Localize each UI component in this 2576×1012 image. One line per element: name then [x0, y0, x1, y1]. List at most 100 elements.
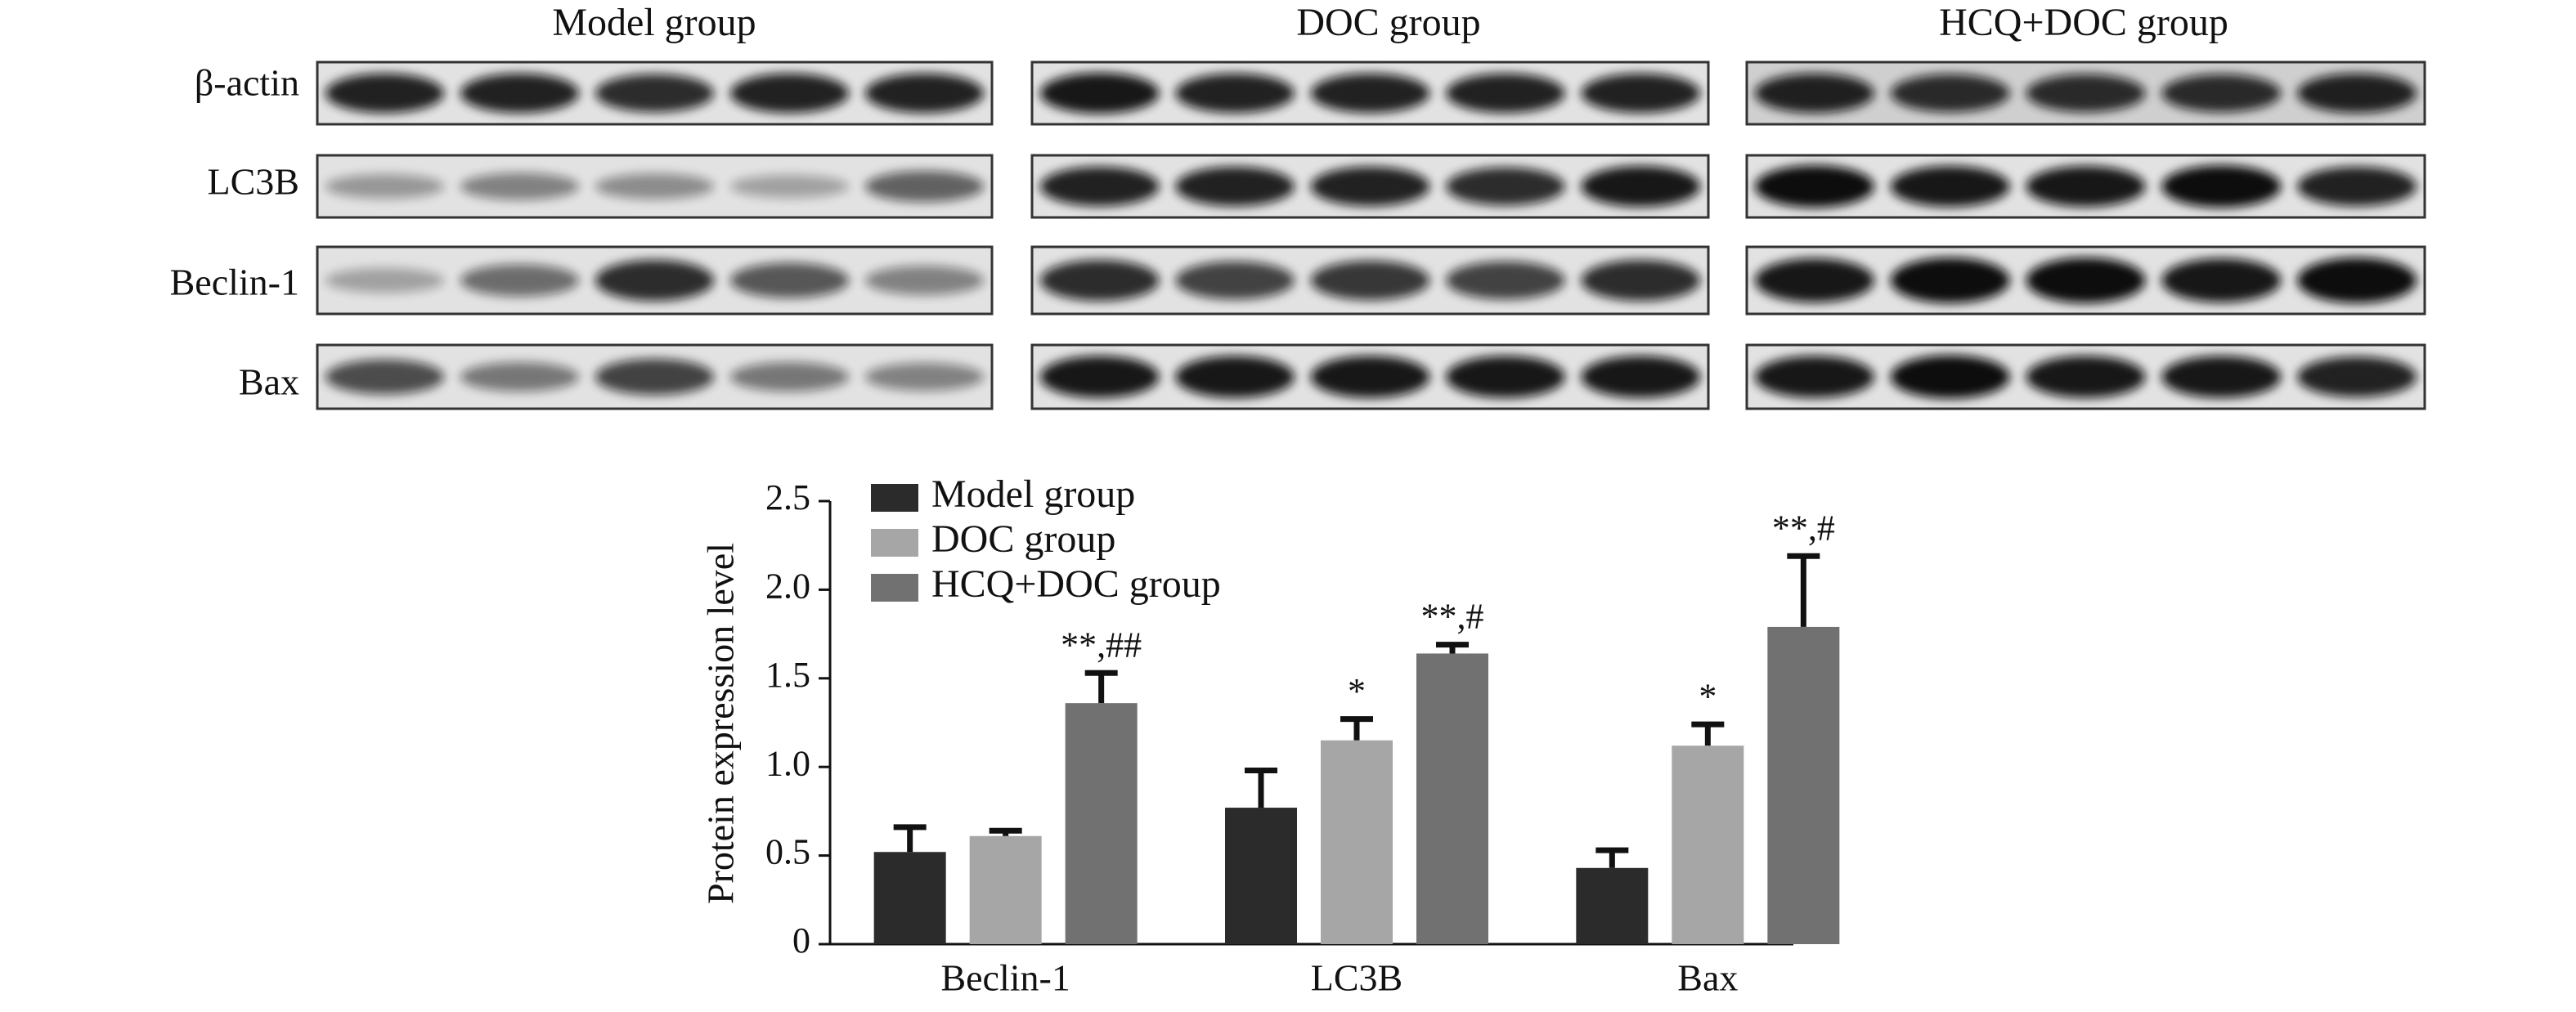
significance-label: **,## — [1061, 625, 1142, 665]
blot-band — [1890, 257, 2010, 303]
legend-swatch — [871, 574, 918, 602]
blot-band — [460, 264, 580, 297]
error-bar — [1245, 768, 1277, 808]
blot-band — [1310, 73, 1430, 114]
bar — [1065, 703, 1138, 944]
blot-band — [1039, 259, 1160, 302]
blot-band — [1446, 73, 1565, 114]
significance-label: * — [1699, 676, 1717, 716]
bar — [873, 852, 946, 944]
blot-band — [864, 362, 985, 392]
blot-band — [1310, 166, 1430, 207]
error-bar — [1787, 553, 1820, 627]
bar — [1321, 740, 1393, 944]
error-bar — [989, 827, 1022, 836]
blot-band — [1039, 166, 1160, 207]
error-bar — [1084, 669, 1118, 704]
significance-label: * — [1348, 671, 1366, 711]
legend-label: HCQ+DOC group — [931, 562, 1221, 606]
blot-band — [2297, 166, 2417, 207]
blot-band — [864, 73, 985, 114]
blot-band — [2297, 257, 2417, 303]
y-tick-label: 0.5 — [765, 832, 810, 872]
blot-band — [1039, 72, 1160, 114]
blot-band — [1890, 165, 2010, 208]
error-bar — [1340, 716, 1373, 741]
blot-band — [2297, 73, 2417, 114]
blot-band — [1446, 356, 1565, 398]
blot-band — [595, 74, 715, 113]
blot-band — [1581, 356, 1701, 398]
bar — [1225, 808, 1297, 944]
y-tick-label: 2.0 — [765, 566, 810, 606]
blot-band — [729, 362, 850, 392]
y-tick-label: 1.0 — [765, 743, 810, 783]
blot-band — [2026, 257, 2146, 303]
bar — [1576, 867, 1649, 944]
blot-band — [729, 73, 850, 114]
blot-band — [325, 73, 445, 114]
blot-band — [864, 170, 985, 203]
blot-band — [2026, 165, 2146, 208]
blot-band — [1581, 73, 1701, 114]
blot-band — [1175, 356, 1295, 398]
blot-band — [1754, 165, 1874, 208]
blot-row-label: LC3B — [208, 161, 299, 203]
blot-band — [2026, 356, 2146, 398]
blot-band — [2161, 258, 2282, 302]
blot-band — [1175, 261, 1295, 300]
blot-band — [729, 262, 850, 298]
blot-group-title: DOC group — [1296, 1, 1480, 44]
blot-panels — [316, 60, 2426, 410]
error-bar — [1436, 642, 1469, 654]
error-bar — [1595, 847, 1629, 868]
y-tick-label: 0 — [792, 920, 810, 961]
blot-band — [460, 172, 580, 200]
blot-band — [595, 358, 715, 396]
blot-row-label: Beclin-1 — [170, 262, 299, 303]
blot-band — [1754, 356, 1874, 398]
blot-band — [2161, 74, 2282, 113]
blot-band — [1581, 259, 1701, 302]
blot-band — [1754, 258, 1874, 302]
blot-band — [1890, 74, 2010, 113]
blot-row-label: Bax — [239, 361, 299, 403]
legend-label: DOC group — [931, 517, 1115, 561]
blot-band — [1890, 355, 2010, 399]
blot-band — [1310, 260, 1430, 301]
blot-band — [729, 174, 850, 199]
bar — [969, 835, 1042, 944]
bar — [1767, 626, 1840, 944]
x-tick-label: Bax — [1677, 957, 1738, 999]
blot-band — [1446, 167, 1565, 206]
blot-band — [595, 259, 715, 302]
legend-swatch — [871, 484, 918, 512]
blot-band — [325, 359, 445, 395]
blot-row-label: β-actin — [195, 62, 299, 104]
blot-band — [1039, 356, 1160, 398]
error-bar — [893, 824, 927, 853]
blot-band — [1310, 356, 1430, 398]
y-axis-label: Protein expression level — [700, 543, 742, 904]
x-tick-label: Beclin-1 — [940, 957, 1070, 999]
blot-band — [460, 362, 580, 392]
blot-band — [2161, 165, 2282, 208]
y-tick-label: 2.5 — [765, 477, 810, 517]
blot-band — [1581, 165, 1701, 208]
blot-band — [1754, 73, 1874, 114]
blot-band — [2161, 356, 2282, 398]
x-tick-label: LC3B — [1311, 957, 1402, 999]
significance-label: **,# — [1421, 597, 1484, 637]
y-tick-label: 1.5 — [765, 655, 810, 695]
blot-band — [1446, 261, 1565, 300]
blot-band — [325, 267, 445, 293]
significance-label: **,# — [1772, 508, 1835, 548]
blot-band — [2297, 356, 2417, 397]
blot-band — [1175, 73, 1295, 114]
blot-band — [595, 173, 715, 199]
blot-band — [460, 73, 580, 114]
error-bar — [1691, 721, 1725, 746]
bar — [1672, 746, 1744, 944]
legend-swatch — [871, 529, 918, 557]
